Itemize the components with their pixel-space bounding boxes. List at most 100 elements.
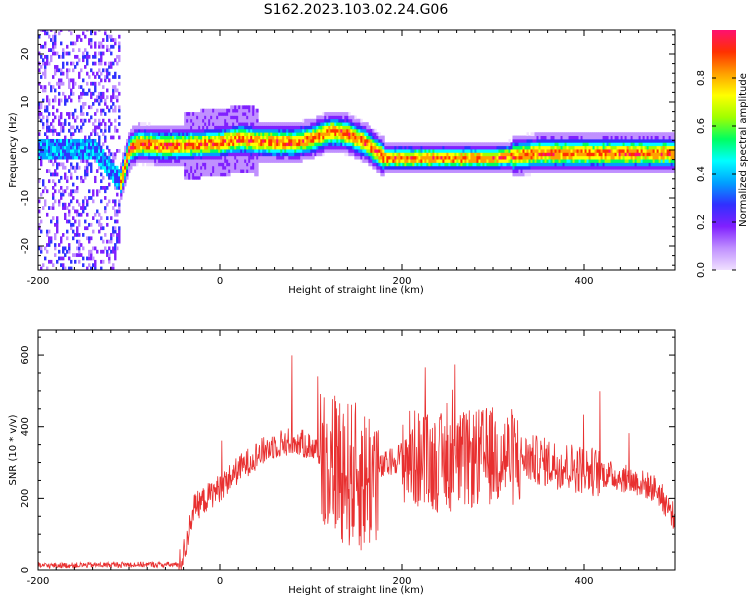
- spectrogram-cell: [570, 159, 573, 163]
- spectrogram-cell: [316, 122, 319, 126]
- spectrogram-cell: [246, 145, 249, 150]
- x-tick-label: -200: [27, 576, 50, 587]
- spectrogram-cell: [254, 125, 257, 130]
- spectrogram-cell: [320, 132, 323, 136]
- spectrogram-cell: [100, 222, 103, 227]
- spectrogram-cell: [532, 135, 535, 140]
- spectrogram-cell: [192, 125, 195, 130]
- spectrogram-cell: [312, 138, 315, 143]
- spectrogram-cell: [658, 149, 662, 153]
- spectrogram-cell: [44, 85, 47, 89]
- spectrogram-cell: [528, 145, 531, 150]
- spectrogram-cell: [420, 159, 423, 163]
- spectrogram-cell: [196, 165, 199, 170]
- spectrogram-cell: [198, 142, 201, 147]
- spectrogram-cell: [90, 44, 93, 49]
- spectrogram-cell: [270, 159, 273, 163]
- spectrogram-cell: [390, 169, 393, 173]
- spectrogram-cell: [86, 61, 89, 66]
- spectrogram-cell: [264, 145, 267, 150]
- spectrogram-cell: [234, 122, 237, 126]
- spectrogram-cell: [144, 135, 147, 140]
- spectrogram-cell: [50, 30, 53, 32]
- spectrogram-cell: [574, 169, 577, 173]
- spectrogram-cell: [516, 135, 519, 140]
- spectrogram-cell: [232, 169, 235, 173]
- spectrogram-cell: [48, 236, 51, 241]
- spectrogram-cell: [148, 138, 151, 143]
- spectrogram-cell: [156, 128, 159, 133]
- spectrogram-cell: [48, 152, 51, 157]
- spectrogram-cell: [316, 118, 319, 123]
- spectrogram-cell: [182, 162, 185, 167]
- spectrogram-cell: [388, 152, 391, 157]
- spectrogram-cell: [182, 159, 185, 163]
- spectrogram-cell: [52, 112, 55, 116]
- spectrogram-cell: [250, 112, 253, 116]
- spectrogram-cell: [584, 135, 587, 140]
- spectrogram-cell: [106, 68, 109, 73]
- spectrogram-cell: [448, 145, 451, 150]
- spectrogram-cell: [254, 108, 257, 113]
- spectrogram-cell: [132, 135, 135, 140]
- spectrogram-cell: [544, 132, 547, 136]
- spectrogram-cell: [286, 142, 289, 147]
- spectrogram-cell: [110, 165, 113, 170]
- spectrogram-cell: [104, 112, 107, 116]
- spectrogram-cell: [82, 199, 85, 204]
- spectrogram-cell: [652, 162, 656, 167]
- spectrogram-cell: [398, 159, 401, 163]
- spectrogram-cell: [182, 149, 185, 153]
- spectrogram-cell: [490, 165, 493, 170]
- spectrogram-cell: [572, 152, 575, 157]
- spectrogram-cell: [212, 115, 215, 120]
- spectrogram-cell: [122, 155, 125, 160]
- spectrogram-cell: [644, 155, 648, 160]
- spectrogram-cell: [588, 145, 591, 150]
- spectrogram-cell: [58, 81, 61, 86]
- spectrogram-cell: [200, 155, 203, 160]
- spectrogram-cell: [348, 145, 351, 150]
- spectrogram-cell: [668, 149, 672, 153]
- spectrogram-cell: [238, 115, 241, 120]
- spectrogram-cell: [462, 145, 465, 150]
- spectrogram-cell: [280, 138, 283, 143]
- spectrogram-cell: [84, 226, 87, 231]
- spectrogram-cell: [148, 149, 151, 153]
- spectrogram-cell: [632, 149, 635, 153]
- spectrogram-cell: [630, 142, 633, 147]
- spectrogram-cell: [284, 122, 287, 126]
- spectrogram-cell: [484, 145, 487, 150]
- spectrogram-cell: [112, 233, 115, 237]
- spectrogram-cell: [444, 169, 447, 173]
- spectrogram-cell: [530, 155, 533, 160]
- spectrogram-cell: [80, 159, 83, 163]
- spectrogram-cell: [106, 88, 109, 93]
- spectrogram-cell: [434, 152, 437, 157]
- spectrogram-cell: [430, 162, 433, 167]
- spectrogram-cell: [110, 51, 113, 56]
- spectrogram-cell: [430, 145, 433, 150]
- spectrogram-cell: [114, 212, 117, 217]
- spectrogram-cell: [572, 162, 575, 167]
- spectrogram-cell: [308, 125, 311, 130]
- spectrogram-cell: [516, 138, 519, 143]
- spectrogram-cell: [70, 165, 73, 170]
- spectrogram-cell: [282, 135, 285, 140]
- spectrogram-cell: [164, 138, 167, 143]
- spectrogram-cell: [304, 155, 307, 160]
- spectrogram-cell: [114, 128, 117, 133]
- spectrogram-cell: [152, 149, 155, 153]
- spectrogram-cell: [540, 169, 543, 173]
- spectrogram-cell: [206, 122, 209, 126]
- spectrogram-cell: [568, 162, 571, 167]
- spectrogram-cell: [38, 81, 41, 86]
- spectrogram-cell: [238, 135, 241, 140]
- spectrogram-cell: [86, 236, 89, 241]
- spectrogram-cell: [280, 142, 283, 147]
- spectrogram-cell: [52, 263, 55, 268]
- spectrogram-cell: [62, 256, 65, 261]
- spectrogram-cell: [216, 108, 219, 113]
- spectrogram-cell: [98, 229, 101, 234]
- spectrogram-cell: [112, 162, 115, 167]
